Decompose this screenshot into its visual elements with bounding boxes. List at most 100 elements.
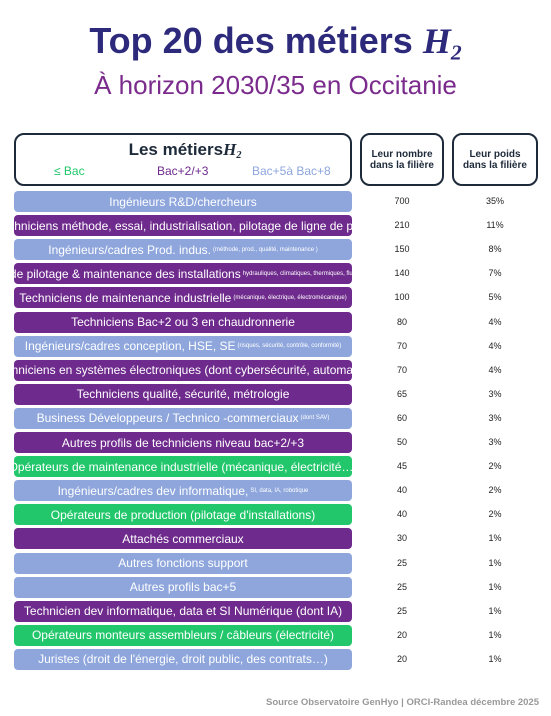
row-label: Ingénieurs/cadres Prod. indus. [48,242,212,257]
row-share: 2% [488,485,502,496]
row-count: 20 [396,629,407,640]
row-bar: Tech. de pilotage & maintenance des inst… [14,263,352,285]
row-count: 60 [396,412,407,423]
row-bar: Ingénieurs/cadres Prod. indus. (méthode, … [14,239,352,261]
row-label: Techniciens en systèmes électroniques (d… [14,363,352,378]
row-share: 35% [485,196,504,206]
row-share: 3% [488,412,502,423]
row-bar: Ingénieurs R&D/chercheurs [14,191,352,212]
row-label: Autres profils bac+5 [129,580,237,595]
row-label: Ingénieurs/cadres conception, HSE, SE [24,339,236,354]
row-detail: (risques, sécurité, contrôle, conformité… [237,343,342,350]
row-count: 20 [396,653,407,664]
row-label: Opérateurs monteurs assembleurs / câbleu… [31,628,335,643]
row-share: 1% [488,581,502,592]
row-detail: hydrauliques, climatiques, thermiques, f… [242,270,352,277]
row-bar: Opérateurs monteurs assembleurs / câbleu… [14,624,352,646]
row-bar: Technicien dev informatique, data et SI … [14,600,352,622]
title-subscript: 2 [450,40,462,65]
row-share: 1% [488,533,502,544]
row-label: Business Développeurs / Technico -commer… [36,411,299,426]
row-share: 7% [488,268,502,279]
row-bar: Ingénieurs/cadres conception, HSE, SE (ri… [14,335,352,357]
row-count: 25 [396,605,407,616]
row-bar: Autres profils de techniciens niveau bac… [14,432,352,453]
row-count: 25 [396,557,407,568]
header-symbol: H2 [223,140,242,162]
row-count: 150 [394,244,410,255]
row-label: Opérateurs de maintenance industrielle (… [14,459,352,474]
row-label: Techniciens méthode, essai, industrialis… [14,218,352,233]
row-count: 210 [394,220,410,231]
row-bar: Opérateurs de production (pilotage d'ins… [14,504,352,526]
row-bar: Business Développeurs / Technico -commer… [14,407,352,429]
row-share: 3% [488,437,502,447]
row-share: 4% [488,364,502,375]
row-bar: Techniciens de maintenance industrielle(… [14,287,352,309]
row-count: 40 [396,485,407,496]
row-bar: Opérateurs de maintenance industrielle (… [14,456,352,478]
source: Source Observatoire GenHyo | ORCI-Randea… [266,697,539,708]
title-symbol-letter: H [422,21,451,61]
row-count: 50 [396,437,407,447]
row-label: Tech. de pilotage & maintenance des inst… [14,266,241,281]
row-detail: SI, data, IA, robotique [250,487,309,494]
row-label: Techniciens de maintenance industrielle [19,290,232,305]
row-label: Autres profils de techniciens niveau bac… [61,435,305,450]
row-count: 25 [396,581,407,592]
row-label: Juristes (droit de l'énergie, droit publ… [38,652,328,667]
row-share: 1% [488,557,502,568]
legend-item: Bac+2/+3 [157,164,209,178]
row-label: Autres fonctions support [118,556,248,570]
row-bar: Autres fonctions support [14,552,352,574]
title-symbol: H2 [422,21,462,65]
row-bar: Autres profils bac+5 [14,576,352,598]
row-bar: Ingénieurs/cadres dev informatique, SI, d… [14,480,352,502]
title: Top 20 des métiers [89,20,413,61]
subtitle: À horizon 2030/35 en Occitanie [94,70,457,100]
header-title: Les métiers [128,140,224,159]
legend-item: ≤ Bac [54,164,85,178]
row-label: Ingénieurs R&D/chercheurs [109,194,257,209]
row-label: Ingénieurs/cadres dev informatique, [57,483,249,498]
row-share: 1% [488,629,502,640]
row-bar: Techniciens qualité, sécurité, métrologi… [14,383,352,405]
row-share: 1% [488,653,502,664]
legend-item: Bac+5à Bac+8 [252,164,331,178]
row-count: 70 [396,340,407,351]
row-share: 3% [488,388,502,399]
row-detail: (dont SAV) [300,415,330,422]
column-header: Leur nombre dans la filière [360,133,444,186]
row-detail: (méthode, prod., qualité, maintenance ) [213,246,318,253]
row-count: 30 [396,533,407,544]
header-symbol-letter: H [223,140,237,159]
row-share: 4% [488,316,502,327]
row-label: Attachés commerciaux [122,531,244,546]
row-share: 4% [488,340,502,351]
row-share: 2% [488,509,502,520]
row-bar: Techniciens Bac+2 ou 3 en chaudronnerie [14,311,352,333]
row-bar: Juristes (droit de l'énergie, droit publ… [14,648,352,670]
title-block: Top 20 des métiers H2 [0,20,551,65]
row-share: 5% [488,292,502,303]
row-label: Technicien dev informatique, data et SI … [23,604,343,619]
row-label: Techniciens qualité, sécurité, métrologi… [76,387,290,402]
row-label: Opérateurs de production (pilotage d'ins… [50,507,316,522]
row-bar: Attachés commerciaux [14,528,352,550]
row-share: 11% [486,220,504,231]
row-count: 70 [396,364,407,375]
row-count: 100 [394,292,410,303]
row-count: 45 [396,461,407,472]
header-subscript: 2 [236,150,242,162]
row-count: 700 [394,196,410,206]
row-count: 65 [396,388,407,399]
row-share: 2% [488,461,502,472]
header-title-block: Les métiersH2 [16,140,354,161]
header-box: Les métiersH2 ≤ Bac Bac+2/+3 Bac+5à Bac+8 [14,133,352,186]
row-label: Techniciens Bac+2 ou 3 en chaudronnerie [71,315,295,329]
row-detail: (mécanique, électrique, électromécanique… [233,294,347,301]
row-count: 40 [396,509,407,520]
row-share: 1% [488,605,502,616]
row-count: 80 [396,316,407,327]
